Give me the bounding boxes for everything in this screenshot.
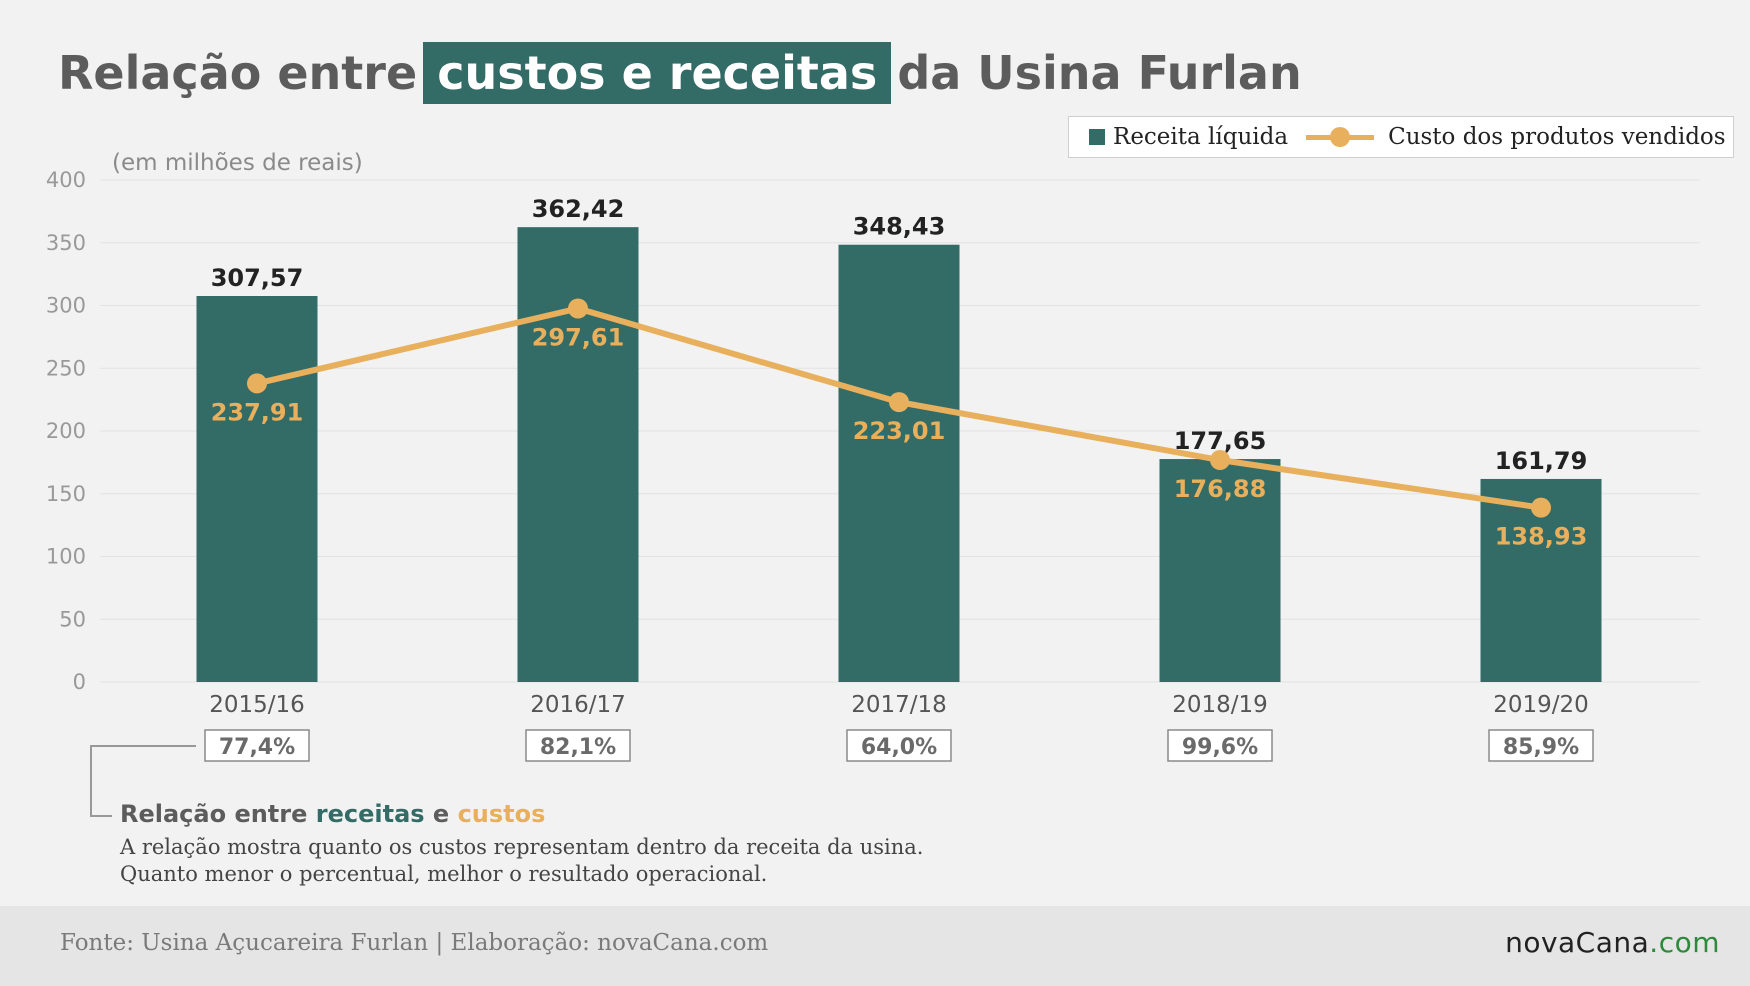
y-tick-label: 250 xyxy=(46,356,86,380)
x-tick-label: 2018/19 xyxy=(1172,692,1268,718)
note-title-receitas: receitas xyxy=(315,800,425,828)
chart-title: Relação entre custos e receitas da Usina F… xyxy=(58,42,1302,104)
y-tick-label: 200 xyxy=(46,419,86,443)
ratio-label: 82,1% xyxy=(540,735,616,760)
note-line-1: A relação mostra quanto os custos repres… xyxy=(120,835,924,859)
x-tick-label: 2017/18 xyxy=(851,692,947,718)
bar xyxy=(1159,459,1281,682)
cost-point xyxy=(247,373,267,394)
y-tick-label: 400 xyxy=(46,168,86,192)
bar-value-label: 307,57 xyxy=(211,264,304,292)
note-line-2: Quanto menor o percentual, melhor o resu… xyxy=(120,862,768,886)
y-tick-label: 50 xyxy=(59,607,86,631)
footer: Fonte: Usina Açucareira Furlan | Elabora… xyxy=(0,906,1750,986)
note-title-prefix: Relação entre xyxy=(120,800,308,828)
ratio-box xyxy=(846,729,952,762)
cost-point xyxy=(889,392,909,413)
y-tick-label: 0 xyxy=(73,670,86,694)
x-tick-label: 2016/17 xyxy=(530,692,626,718)
note-title-custos: custos xyxy=(457,800,546,828)
chart-area: 0 50 100 150 200 250 300 350 400 307,57 362,42 348,… xyxy=(46,168,1700,762)
ratio-box xyxy=(1167,729,1273,762)
x-tick-label: 2015/16 xyxy=(209,692,305,718)
note-title-mid: e xyxy=(432,800,450,828)
x-tick-label: 2019/20 xyxy=(1493,692,1589,718)
cost-value-label: 223,01 xyxy=(853,417,946,445)
ratio-label: 77,4% xyxy=(219,735,295,760)
y-tick-label: 300 xyxy=(46,294,86,318)
logo-name: novaCana xyxy=(1505,926,1650,959)
note-bracket-tick xyxy=(90,815,112,817)
y-tick-label: 150 xyxy=(46,482,86,506)
ratio-label: 64,0% xyxy=(861,735,937,760)
bar xyxy=(838,244,960,683)
cost-value-label: 297,61 xyxy=(532,323,625,351)
ratio-label: 85,9% xyxy=(1503,735,1579,760)
y-tick-label: 100 xyxy=(46,545,86,569)
bar-value-label: 362,42 xyxy=(532,195,625,223)
novacana-logo[interactable]: novaCana.com xyxy=(1505,926,1720,959)
logo-domain: .com xyxy=(1649,926,1720,959)
ratio-box xyxy=(1488,729,1594,762)
title-suffix: da Usina Furlan xyxy=(897,46,1302,100)
cost-point xyxy=(1210,450,1230,471)
cost-value-label: 237,91 xyxy=(211,398,304,426)
ratio-label: 99,6% xyxy=(1182,735,1258,760)
cost-point xyxy=(1531,497,1551,518)
bar-value-label: 161,79 xyxy=(1495,447,1588,475)
legend-line-swatch xyxy=(1306,127,1375,147)
ratio-box xyxy=(525,729,631,762)
title-highlight: custos e receitas xyxy=(423,42,892,104)
note-text: A relação mostra quanto os custos repres… xyxy=(120,834,923,888)
title-prefix: Relação entre xyxy=(58,46,418,100)
footer-source: Fonte: Usina Açucareira Furlan | Elabora… xyxy=(60,930,769,956)
bar-value-label: 348,43 xyxy=(853,213,946,241)
bar xyxy=(517,227,639,682)
y-tick-label: 350 xyxy=(46,231,86,255)
note-bracket xyxy=(90,745,196,817)
legend-line-label: Custo dos produtos vendidos xyxy=(1388,124,1726,150)
chart-legend: Receita líquida Custo dos produtos vendi… xyxy=(1068,116,1734,158)
cost-value-label: 138,93 xyxy=(1495,523,1588,551)
ratio-box xyxy=(204,729,310,762)
bar xyxy=(196,295,318,682)
unit-label: (em milhões de reais) xyxy=(112,150,363,176)
legend-bar-swatch xyxy=(1089,129,1105,145)
note-title: Relação entre receitas e custos xyxy=(120,800,545,828)
legend-bar-label: Receita líquida xyxy=(1113,124,1289,150)
cost-point xyxy=(568,298,588,319)
cost-value-label: 176,88 xyxy=(1174,475,1267,503)
